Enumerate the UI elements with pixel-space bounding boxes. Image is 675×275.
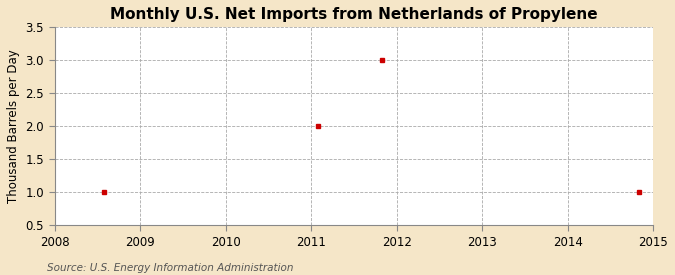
Title: Monthly U.S. Net Imports from Netherlands of Propylene: Monthly U.S. Net Imports from Netherland…: [110, 7, 597, 22]
Y-axis label: Thousand Barrels per Day: Thousand Barrels per Day: [7, 50, 20, 203]
Text: Source: U.S. Energy Information Administration: Source: U.S. Energy Information Administ…: [47, 263, 294, 273]
